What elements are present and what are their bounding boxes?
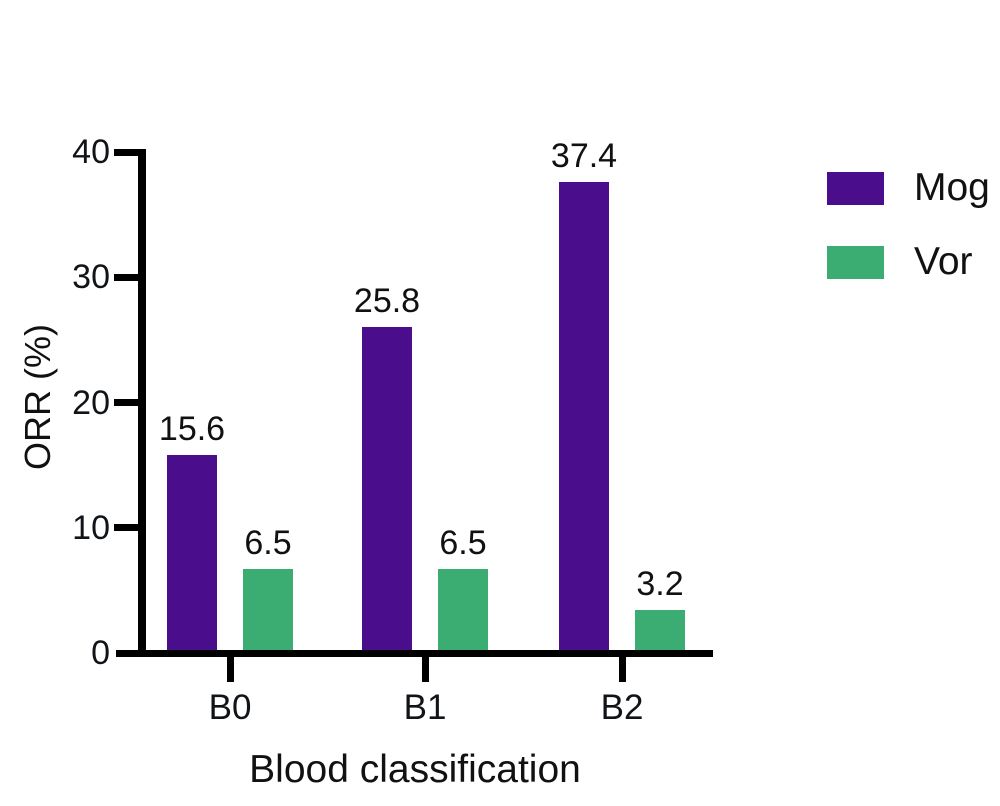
y-axis-tick xyxy=(114,524,138,532)
bar-value-label: 3.2 xyxy=(636,564,684,603)
y-tick-label: 10 xyxy=(72,508,110,547)
y-axis-tick xyxy=(114,273,138,281)
legend-swatch-vor xyxy=(827,245,884,279)
bar-mog-b1 xyxy=(362,326,412,650)
bar-value-label: 6.5 xyxy=(439,523,487,562)
x-axis-line xyxy=(116,650,713,657)
x-tick-label: B2 xyxy=(600,688,644,727)
legend-entry-mog: Mog xyxy=(827,168,990,208)
legend-entry-vor: Vor xyxy=(827,242,990,282)
x-axis-tick xyxy=(618,653,626,682)
y-tick-label: 30 xyxy=(72,258,110,297)
bar-mog-b2 xyxy=(559,181,609,650)
y-tick-label: 20 xyxy=(72,383,110,422)
bar-vor-b2 xyxy=(635,609,685,650)
y-tick-label: 40 xyxy=(72,133,110,171)
bar-value-label: 6.5 xyxy=(244,523,292,562)
x-tick-label: B1 xyxy=(403,688,447,727)
y-axis-line xyxy=(138,149,146,656)
legend: Mog Vor xyxy=(827,168,990,316)
legend-swatch-mog xyxy=(827,171,884,205)
legend-label: Vor xyxy=(914,240,973,283)
bar-mog-b0 xyxy=(167,454,217,650)
x-axis-tick xyxy=(226,653,234,682)
y-tick-label: 0 xyxy=(91,634,110,672)
x-axis-title: Blood classification xyxy=(249,748,581,791)
bar-value-label: 37.4 xyxy=(550,136,618,175)
bar-value-label: 15.6 xyxy=(158,409,226,448)
x-axis-tick xyxy=(421,653,429,682)
bar-vor-b0 xyxy=(243,568,293,650)
x-tick-label: B0 xyxy=(208,688,252,727)
y-axis-tick xyxy=(114,148,138,156)
legend-label: Mog xyxy=(914,166,990,209)
y-axis-tick xyxy=(114,399,138,406)
bar-vor-b1 xyxy=(438,568,488,650)
bar-value-label: 25.8 xyxy=(353,281,421,320)
